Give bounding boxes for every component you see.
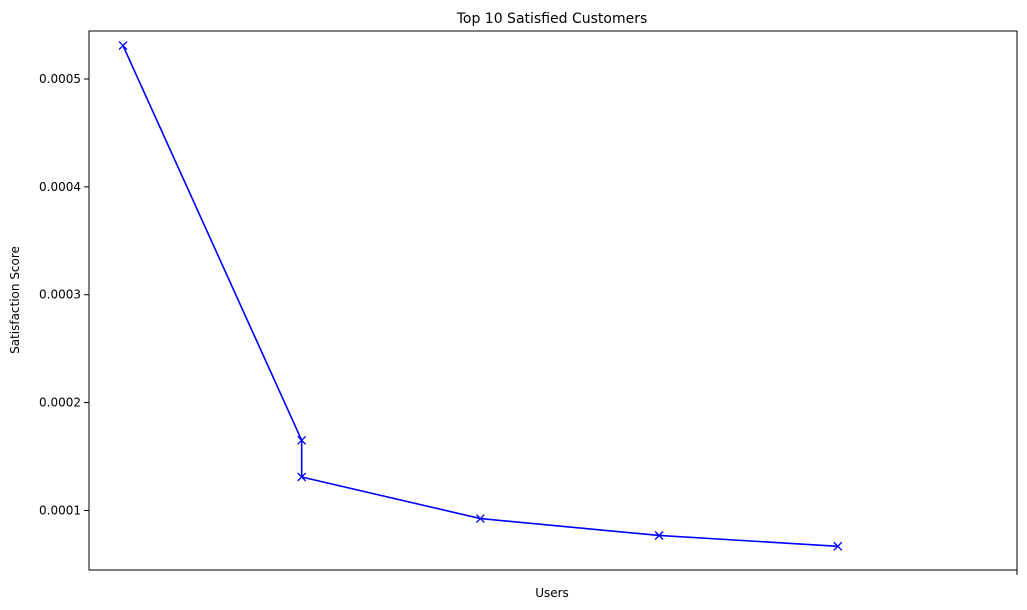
y-axis: 0.0001 0.0002 0.0003 0.0004 0.0005 (39, 72, 89, 517)
chart-title: Top 10 Satisfied Customers (456, 11, 648, 27)
y-tick-label: 0.0002 (39, 396, 81, 410)
data-point-marker (475, 514, 485, 524)
plot-frame (88, 30, 1018, 571)
marker-stroke (475, 514, 485, 524)
data-point-marker (297, 435, 307, 445)
x-axis-label: Users (535, 586, 569, 600)
y-tick-label: 0.0001 (39, 503, 81, 517)
marker-stroke (297, 435, 307, 445)
marker-stroke (654, 531, 664, 540)
y-tick-label: 0.0003 (39, 288, 81, 302)
data-point-marker (833, 541, 843, 551)
y-tick-label: 0.0005 (39, 72, 81, 86)
y-axis-label: Satisfaction Score (8, 246, 22, 354)
series-layer (118, 41, 843, 551)
data-point-marker (297, 472, 307, 482)
data-point-marker (654, 531, 664, 540)
series-line (122, 45, 838, 548)
marker-stroke (833, 541, 843, 551)
data-point-marker (118, 41, 128, 51)
marker-stroke (118, 41, 128, 51)
y-tick-label: 0.0004 (39, 180, 81, 194)
plot-area (88, 30, 1018, 571)
marker-stroke (297, 472, 307, 482)
